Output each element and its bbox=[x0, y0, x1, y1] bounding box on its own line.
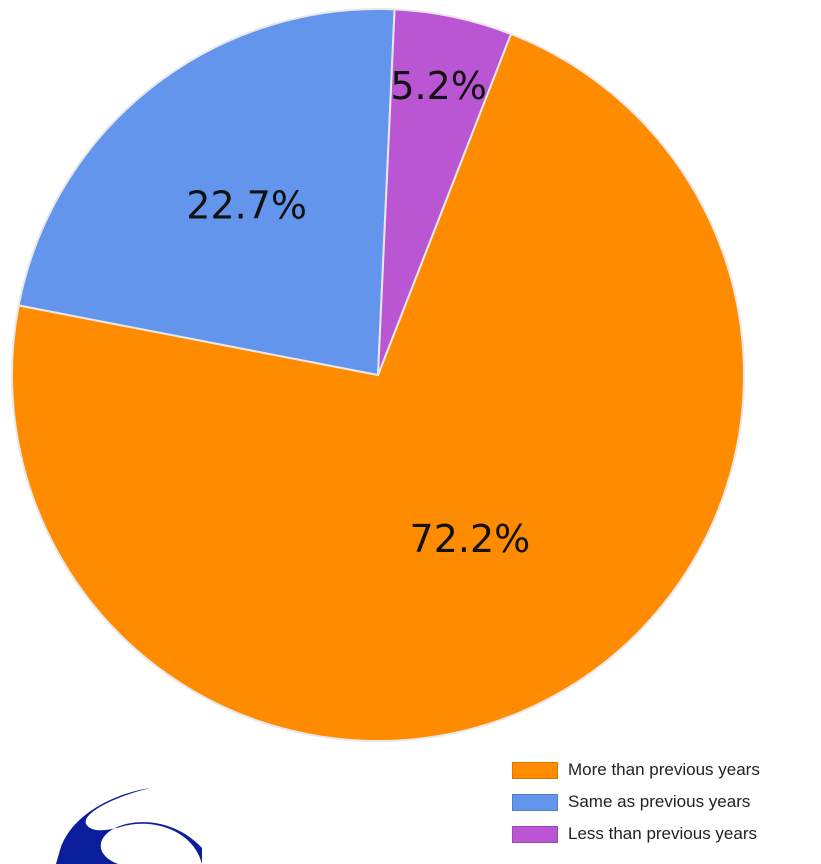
legend-label-less: Less than previous years bbox=[568, 824, 757, 843]
legend-label-more: More than previous years bbox=[568, 760, 760, 779]
pie-slice-same bbox=[17, 8, 396, 377]
legend-swatch-more bbox=[512, 761, 558, 779]
legend-item-same: Same as previous years bbox=[512, 786, 821, 818]
pie-slice-more bbox=[11, 32, 745, 742]
legend-label-same: Same as previous years bbox=[568, 792, 751, 811]
legend-swatch-same bbox=[512, 793, 558, 811]
pie-data-labels: 72.2% 22.7% 5.2% bbox=[186, 64, 530, 561]
pie-slice-less bbox=[377, 8, 513, 376]
chart-legend: More than previous years Same as previou… bbox=[512, 754, 821, 850]
data-label-same: 22.7% bbox=[186, 184, 307, 228]
pie-slices bbox=[11, 8, 745, 742]
legend-item-less: Less than previous years bbox=[512, 818, 821, 850]
data-label-less: 5.2% bbox=[390, 64, 487, 108]
legend-item-more: More than previous years bbox=[512, 754, 821, 786]
legend-swatch-less bbox=[512, 825, 558, 843]
blue-swirl-logo-icon bbox=[56, 788, 202, 864]
data-label-more: 72.2% bbox=[410, 517, 531, 561]
